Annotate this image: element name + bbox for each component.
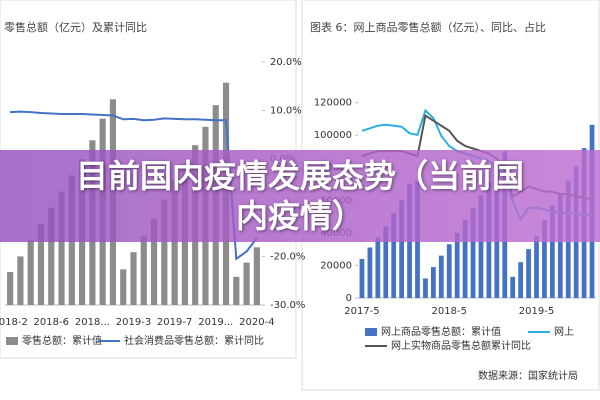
banner-text: 目前国内疫情发展态势（当前国内疫情）: [75, 157, 524, 235]
bar: [462, 219, 468, 298]
y-tick-label: 100000: [314, 130, 352, 141]
bar: [140, 235, 147, 305]
bar: [243, 262, 250, 305]
bar: [27, 240, 34, 305]
legend-swatch: [6, 337, 18, 345]
y-tick-label: 120000: [314, 98, 352, 109]
bar: [549, 205, 555, 298]
bar: [37, 224, 45, 305]
bar: [423, 278, 428, 298]
bar: [438, 255, 444, 298]
x-tick-label: 2019...: [198, 317, 233, 328]
legend-label: 社会消费品零售总额：累计同比: [124, 334, 264, 347]
bar: [399, 200, 405, 298]
bar: [542, 219, 547, 298]
x-tick-label: 2020-4: [239, 317, 274, 328]
bar: [534, 236, 539, 298]
legend-label: 零售总额：累计值: [22, 334, 102, 347]
bar: [171, 180, 178, 305]
bar: [367, 247, 373, 298]
y2-tick-label: -30.0%: [270, 300, 305, 311]
bar: [130, 252, 137, 305]
bar: [446, 244, 452, 298]
bar: [150, 218, 158, 305]
chart-title: 零售总额（亿元）及累计同比: [4, 20, 147, 34]
bar: [510, 276, 516, 298]
source: 数据来源：国家统计局: [478, 369, 578, 382]
x-tick-label: 2018-2: [0, 317, 28, 328]
x-tick-label: 2019-5: [519, 306, 554, 317]
y2-tick-label: 20.0%: [270, 57, 302, 68]
bar: [375, 237, 381, 298]
x-tick-label: 2019-7: [157, 317, 192, 328]
bar: [48, 207, 55, 305]
x-tick-label: 2018...: [75, 317, 110, 328]
legend-label: 网上实物商品零售总额累计同比: [391, 339, 531, 352]
bar: [161, 199, 168, 305]
bar: [120, 269, 127, 305]
bar: [430, 267, 436, 298]
bar: [518, 262, 524, 298]
bar: [383, 226, 389, 298]
line: [10, 110, 258, 261]
y-tick-label: 0: [346, 293, 352, 304]
bar: [478, 195, 484, 298]
bar: [233, 276, 240, 305]
x-tick-label: 2019-3: [116, 317, 151, 328]
bar: [7, 272, 14, 305]
chart-title: 图表 6：网上商品零售总额（亿元）、同比、占比: [310, 20, 546, 34]
bar: [454, 232, 460, 298]
bar: [391, 213, 397, 298]
y2-tick-label: 10.0%: [270, 106, 302, 117]
y2-tick-label: -20.0%: [270, 251, 305, 262]
bar: [253, 247, 260, 305]
bar: [557, 193, 563, 298]
y-tick-label: 20000: [320, 260, 352, 271]
x-tick-label: 2018-6: [34, 317, 69, 328]
x-tick-label: 2018-5: [432, 306, 467, 317]
legend-label: 网上商品零售总额：累计值: [381, 325, 501, 338]
bar: [470, 208, 476, 298]
legend-swatch: [365, 328, 377, 336]
x-tick-label: 2017-5: [344, 306, 379, 317]
bar: [526, 249, 531, 298]
banner: 目前国内疫情发展态势（当前国内疫情）: [0, 150, 600, 242]
bar: [17, 256, 24, 305]
legend-label: 网上: [554, 326, 574, 338]
bar: [359, 258, 365, 298]
bar: [58, 191, 65, 305]
